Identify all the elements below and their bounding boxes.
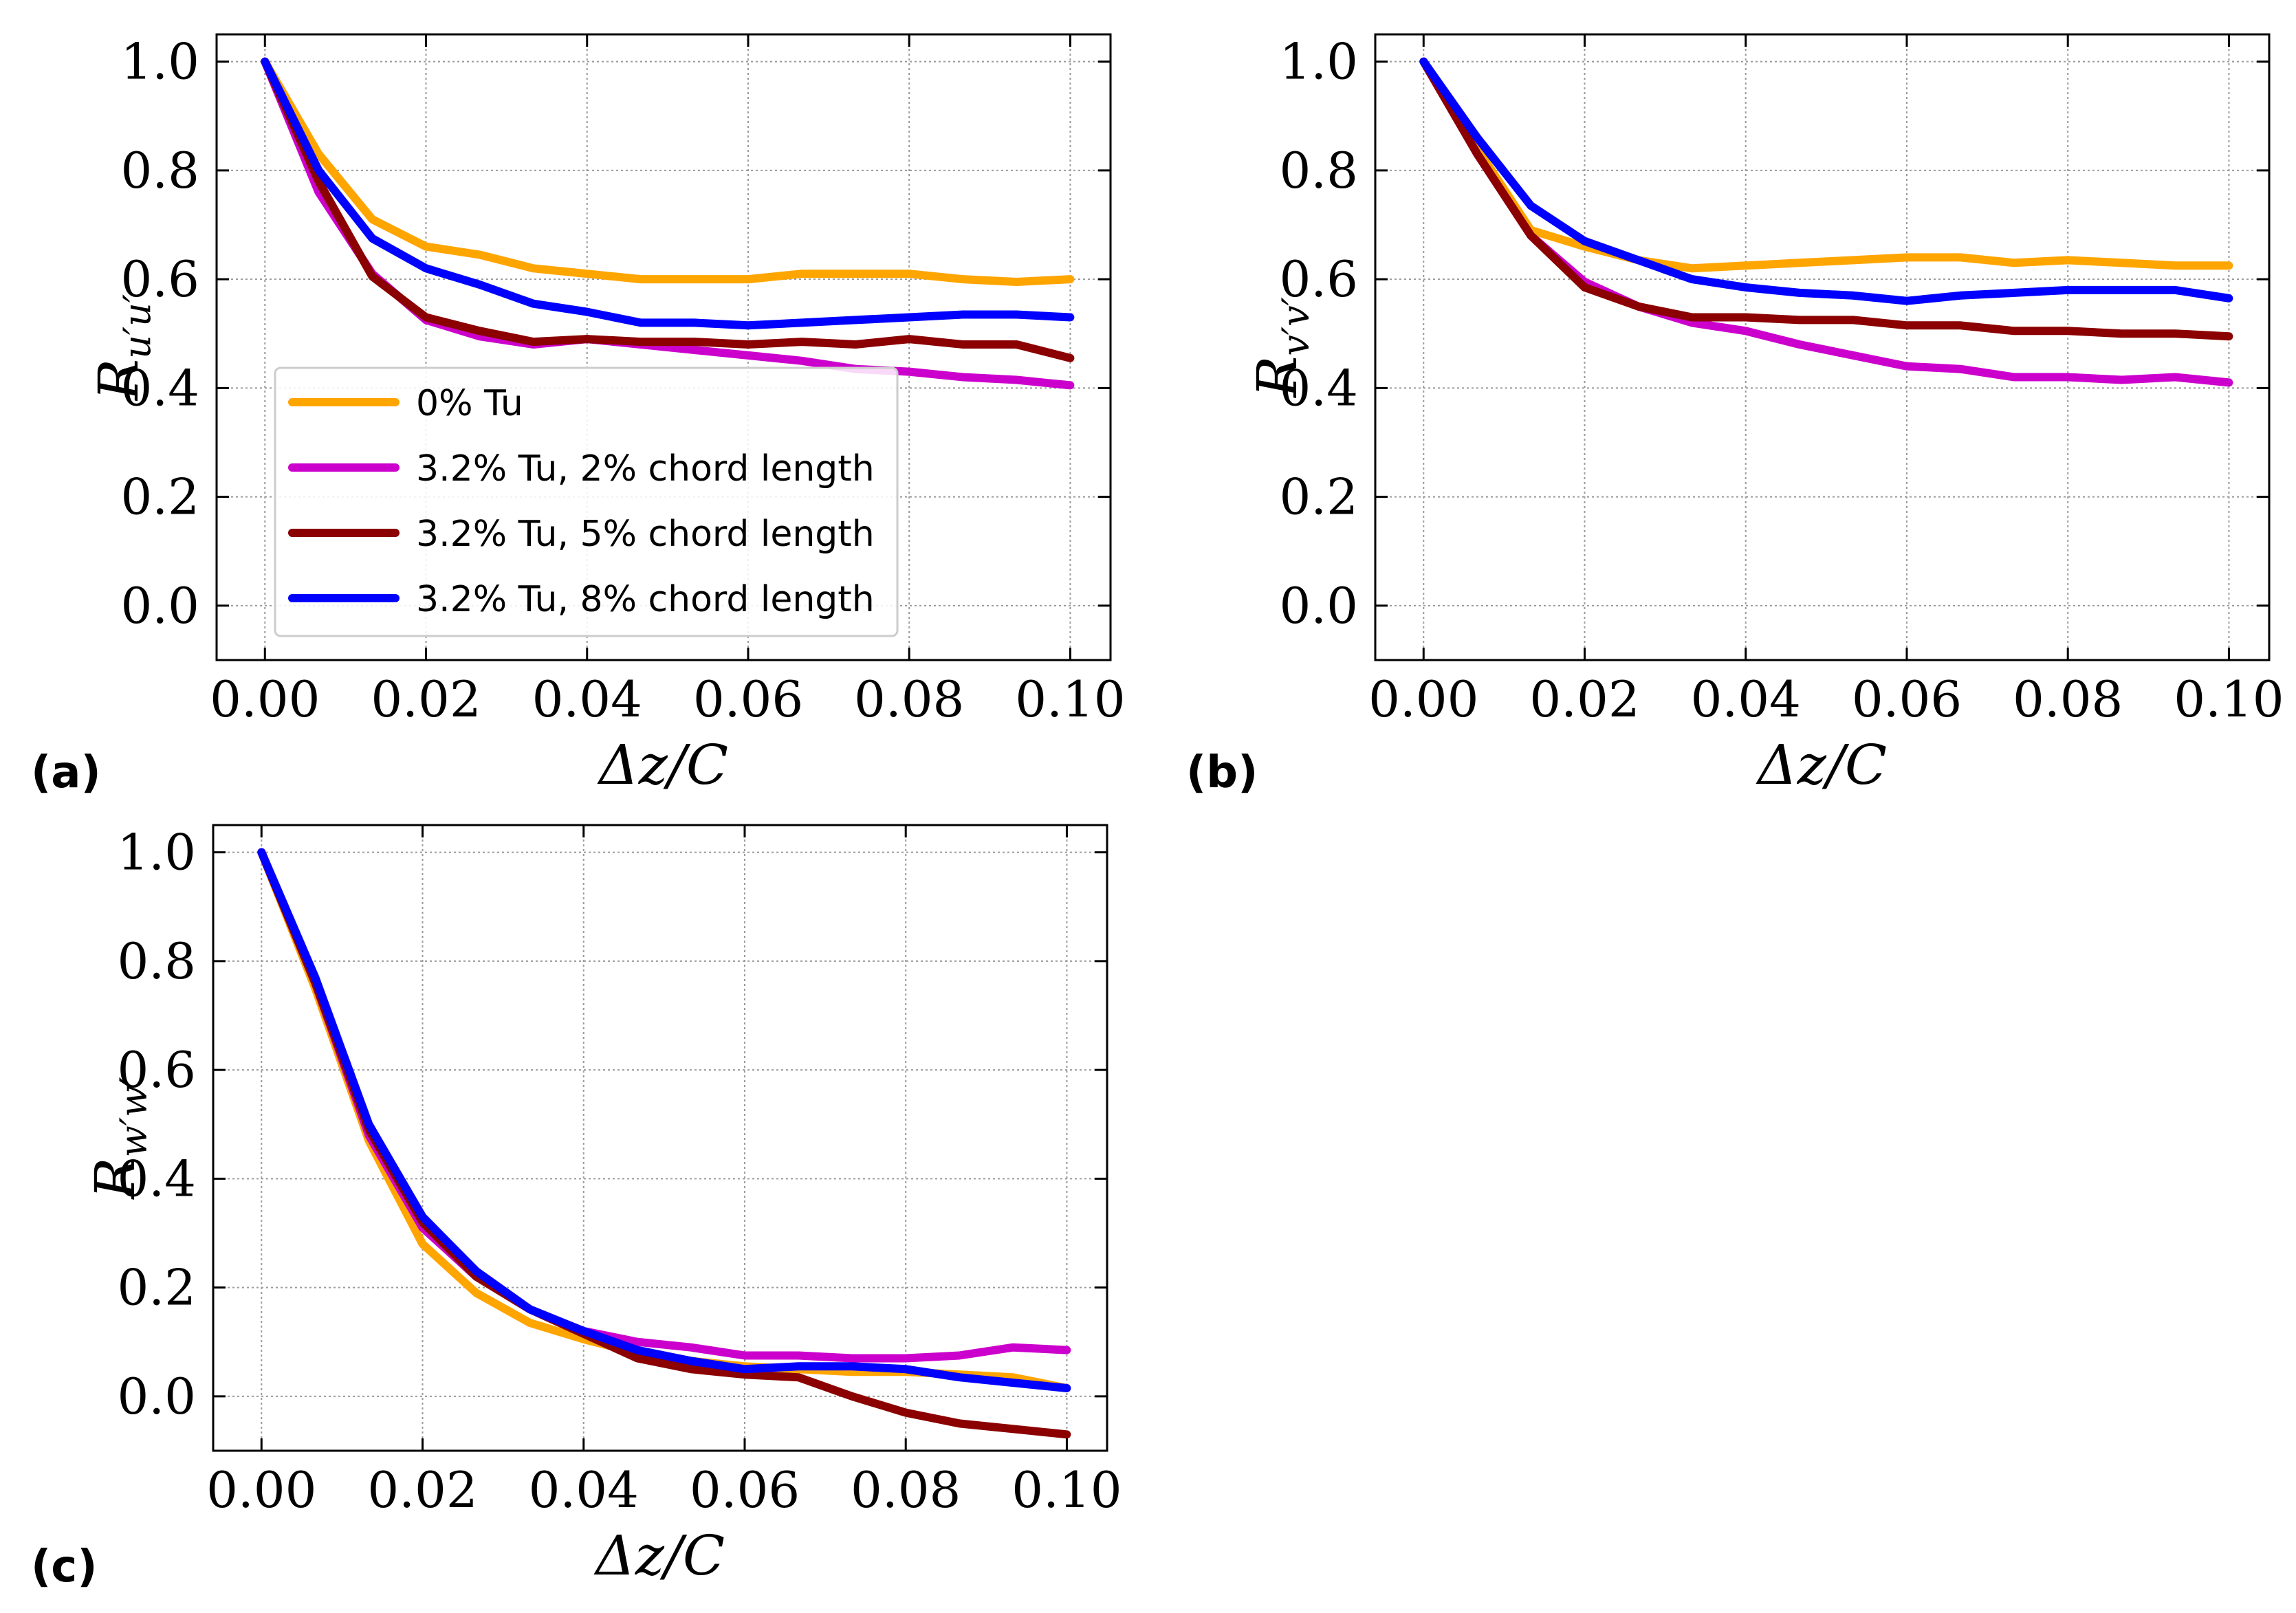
x-tick-label: 0.04 [529,1461,639,1519]
y-tick-label: 0.6 [117,1041,196,1099]
legend-label-1: 0% Tu [416,383,523,424]
x-tick-label: 0.10 [1012,1461,1122,1519]
y-tick-label: 0.6 [1279,250,1358,308]
y-tick-label: 0.2 [1279,468,1358,526]
series-line-3 [1419,57,2233,341]
legend-label-4: 3.2% Tu, 8% chord length [416,579,875,620]
y-axis-title-subscript: u′u′ [116,294,159,359]
y-axis-title-main: R [1245,356,1309,399]
legend-box [274,366,899,637]
y-axis-title-main: R [87,359,151,402]
plot-frame [215,33,1112,661]
y-axis-title-subscript: w′w′ [112,1077,155,1157]
y-axis-title-main: R [83,1157,147,1200]
panel-label: (c) [31,1541,97,1592]
y-tick-label: 0.0 [120,577,199,635]
series-line-2 [257,848,1071,1363]
series-line-1 [1419,57,2233,273]
x-tick-label: 0.02 [367,1461,477,1519]
y-tick-label: 0.4 [120,359,199,417]
panel-label: (b) [1186,747,1258,798]
y-tick-label: 0.8 [120,142,199,199]
y-tick-label: 1.0 [120,33,199,91]
x-tick-label: 0.02 [371,670,481,728]
x-tick-label: 0.08 [854,670,964,728]
y-tick-label: 0.2 [117,1259,196,1317]
x-tick-label: 0.06 [1852,670,1962,728]
panel-label: (a) [31,747,101,798]
series-line-1 [257,848,1071,1392]
x-axis-title: Δz/C [597,733,728,797]
x-tick-label: 0.00 [210,670,320,728]
x-axis-title: Δz/C [593,1524,725,1588]
y-tick-label: 0.2 [120,468,199,526]
x-tick-label: 0.06 [690,1461,800,1519]
y-tick-label: 0.6 [120,250,199,308]
y-axis-title: Rw′w′ [83,1077,155,1200]
chart-panel-3: 0.00 0.02 0.04 0.06 0.08 0.10 0.0 0.2 0.4 0.6 0.8 1… [31,824,1122,1592]
chart-panel-2: 0.00 0.02 0.04 0.06 0.08 0.10 0.0 0.2 0.4 0.6 0.8 1… [1186,33,2284,798]
x-tick-label: 0.06 [693,670,803,728]
x-tick-label: 0.10 [1015,670,1125,728]
y-tick-label: 0.4 [1279,359,1358,417]
legend: 0% Tu 3.2% Tu, 2% chord length 3.2% Tu, 5%… [274,366,899,637]
legend-label-3: 3.2% Tu, 5% chord length [416,514,875,555]
y-axis-title: Ru′u′ [87,294,159,402]
y-tick-label: 1.0 [117,824,196,881]
x-axis-title: Δz/C [1756,733,1887,797]
x-tick-label: 0.08 [851,1461,961,1519]
plot-frame [1374,33,2271,661]
plot-frame [212,824,1108,1452]
series-line-4 [257,848,1071,1392]
chart-panel-1: 0.00 0.02 0.04 0.06 0.08 0.10 0.0 0.2 0.4 0.6 0.8 1… [31,33,1126,798]
y-tick-label: 1.0 [1279,33,1358,91]
y-axis-title: Rv′v′ [1245,297,1318,399]
y-tick-label: 0.8 [1279,142,1358,199]
y-tick-label: 0.4 [117,1150,196,1207]
y-tick-label: 0.0 [1279,577,1358,635]
series-line-4 [261,57,1075,330]
series-line-4 [1419,57,2233,305]
x-tick-label: 0.02 [1529,670,1639,728]
series-line-3 [261,57,1075,362]
x-tick-label: 0.04 [1691,670,1801,728]
y-tick-label: 0.8 [117,932,196,990]
y-axis-title-subscript: v′v′ [1274,297,1318,356]
x-tick-label: 0.00 [1368,670,1478,728]
legend-label-2: 3.2% Tu, 2% chord length [416,448,875,490]
series-line-1 [261,57,1075,286]
y-tick-label: 0.0 [117,1368,196,1425]
x-tick-label: 0.04 [532,670,642,728]
x-tick-label: 0.10 [2174,670,2284,728]
x-tick-label: 0.00 [206,1461,316,1519]
x-tick-label: 0.08 [2013,670,2123,728]
